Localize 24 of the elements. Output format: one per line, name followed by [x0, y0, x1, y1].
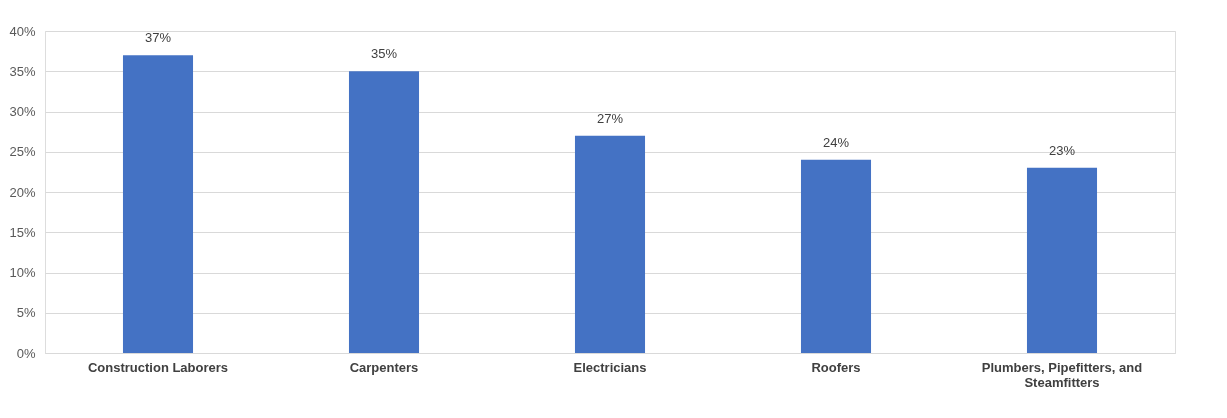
- bar: [348, 71, 420, 353]
- x-tick-label: Carpenters: [349, 359, 419, 375]
- y-tick-label: 15%: [9, 224, 36, 240]
- data-label: 37%: [144, 30, 172, 46]
- y-tick-label: 5%: [16, 305, 36, 321]
- data-label: 23%: [1048, 142, 1076, 158]
- y-tick-label: 20%: [9, 184, 36, 200]
- bar: [800, 159, 872, 353]
- x-tick-label: Plumbers, Pipefitters, and Steamfitters: [981, 359, 1143, 390]
- y-tick-label: 0%: [16, 345, 36, 361]
- y-tick-label: 25%: [9, 144, 36, 160]
- bar: [1026, 167, 1098, 353]
- x-tick-label: Construction Laborers: [87, 359, 229, 375]
- data-label: 35%: [370, 46, 398, 62]
- bar: [574, 135, 646, 353]
- y-tick-label: 35%: [9, 63, 36, 79]
- y-tick-label: 30%: [9, 104, 36, 119]
- data-label: 24%: [822, 134, 850, 150]
- bar: [122, 55, 194, 353]
- y-tick-label: 10%: [9, 265, 36, 280]
- data-label: 27%: [596, 110, 624, 126]
- x-tick-label: Roofers: [811, 359, 861, 375]
- x-tick-label: Electricians: [573, 359, 647, 375]
- y-tick-label: 40%: [9, 23, 36, 39]
